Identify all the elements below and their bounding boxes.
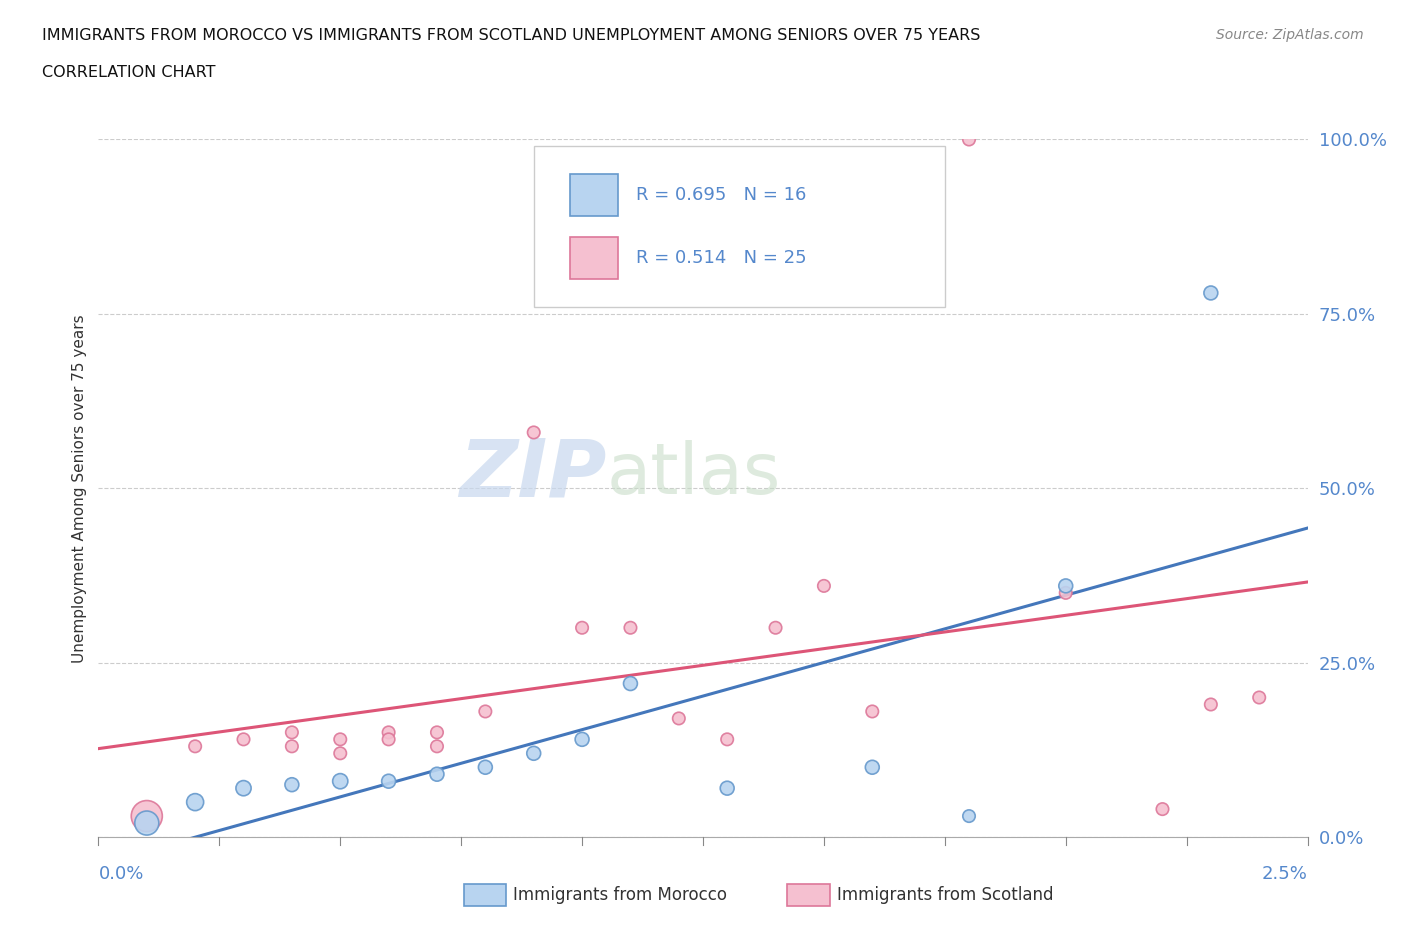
Point: [860, 704, 883, 719]
Text: CORRELATION CHART: CORRELATION CHART: [42, 65, 215, 80]
Point: [135, 816, 157, 830]
Point: [523, 425, 546, 440]
Point: [474, 704, 496, 719]
Text: R = 0.514   N = 25: R = 0.514 N = 25: [637, 249, 807, 267]
Text: 0.0%: 0.0%: [98, 865, 143, 883]
Text: atlas: atlas: [606, 440, 780, 509]
Point: [474, 760, 496, 775]
Point: [571, 620, 593, 635]
Text: R = 0.695   N = 16: R = 0.695 N = 16: [637, 186, 807, 205]
Point: [765, 620, 787, 635]
Point: [523, 746, 546, 761]
Point: [232, 781, 254, 796]
Point: [1249, 690, 1271, 705]
Point: [184, 738, 207, 753]
Point: [1199, 286, 1222, 300]
Text: Immigrants from Morocco: Immigrants from Morocco: [513, 885, 727, 904]
Point: [813, 578, 835, 593]
Point: [377, 774, 399, 789]
FancyBboxPatch shape: [534, 147, 945, 307]
Point: [619, 620, 641, 635]
FancyBboxPatch shape: [569, 237, 619, 279]
Point: [716, 732, 738, 747]
Text: ZIP: ZIP: [458, 435, 606, 513]
Point: [1054, 578, 1077, 593]
Point: [232, 732, 254, 747]
Point: [329, 774, 352, 789]
FancyBboxPatch shape: [569, 175, 619, 217]
Point: [1152, 802, 1174, 817]
Text: Immigrants from Scotland: Immigrants from Scotland: [837, 885, 1053, 904]
Point: [329, 746, 352, 761]
Point: [716, 781, 738, 796]
Point: [957, 809, 980, 824]
Point: [1054, 586, 1077, 601]
Point: [281, 738, 304, 753]
Point: [426, 738, 449, 753]
Point: [426, 725, 449, 740]
Point: [860, 760, 883, 775]
Point: [1199, 698, 1222, 712]
Point: [329, 732, 352, 747]
Point: [281, 777, 304, 792]
Point: [668, 711, 690, 725]
Text: Source: ZipAtlas.com: Source: ZipAtlas.com: [1216, 28, 1364, 42]
Point: [619, 676, 641, 691]
Y-axis label: Unemployment Among Seniors over 75 years: Unemployment Among Seniors over 75 years: [72, 314, 87, 662]
Text: 2.5%: 2.5%: [1261, 865, 1308, 883]
Point: [281, 725, 304, 740]
Point: [184, 794, 207, 809]
Point: [377, 725, 399, 740]
Text: IMMIGRANTS FROM MOROCCO VS IMMIGRANTS FROM SCOTLAND UNEMPLOYMENT AMONG SENIORS O: IMMIGRANTS FROM MOROCCO VS IMMIGRANTS FR…: [42, 28, 980, 43]
Point: [135, 809, 157, 824]
Point: [957, 132, 980, 147]
Point: [426, 766, 449, 781]
Point: [377, 732, 399, 747]
Point: [571, 732, 593, 747]
